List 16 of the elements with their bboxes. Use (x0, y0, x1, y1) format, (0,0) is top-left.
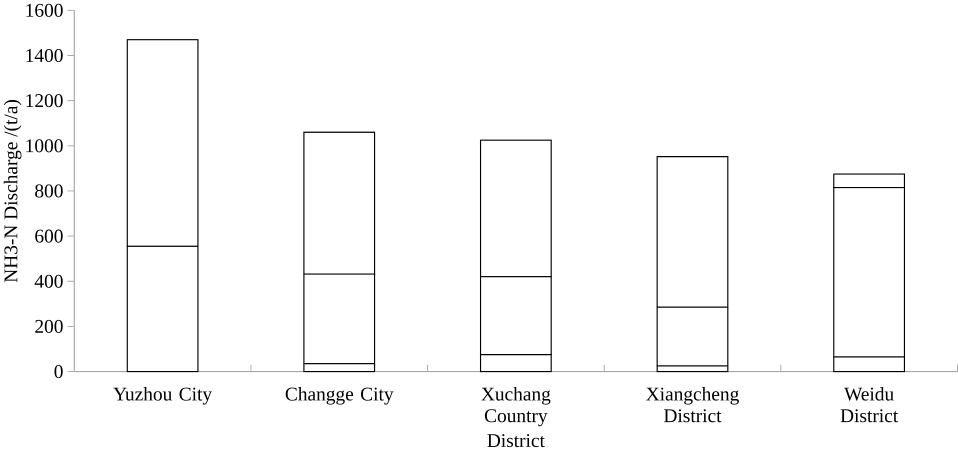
y-tick-label: 200 (35, 320, 63, 333)
y-tick-label: 0 (54, 365, 63, 378)
x-tick-label: Yuzhou City (113, 387, 212, 405)
y-tick-label: 1200 (26, 94, 63, 108)
y-tick-label: 600 (35, 230, 63, 243)
x-tick-label: Xiangcheng District (646, 387, 739, 422)
y-tick-label: 400 (34, 274, 63, 288)
y-tick-label: 1600 (26, 4, 63, 17)
y-axis-title: NH3-N Discharge /(t/a) (4, 100, 22, 282)
y-tick-label: 1000 (26, 139, 63, 152)
y-tick-label: 800 (35, 184, 63, 198)
y-tick-label: 1400 (26, 48, 63, 62)
x-tick-label: Changge City (286, 387, 394, 405)
x-tick-label: Weidu District (840, 387, 898, 422)
x-axis-title: District (487, 434, 545, 448)
x-tick-label: Xuchang Country (481, 387, 550, 426)
